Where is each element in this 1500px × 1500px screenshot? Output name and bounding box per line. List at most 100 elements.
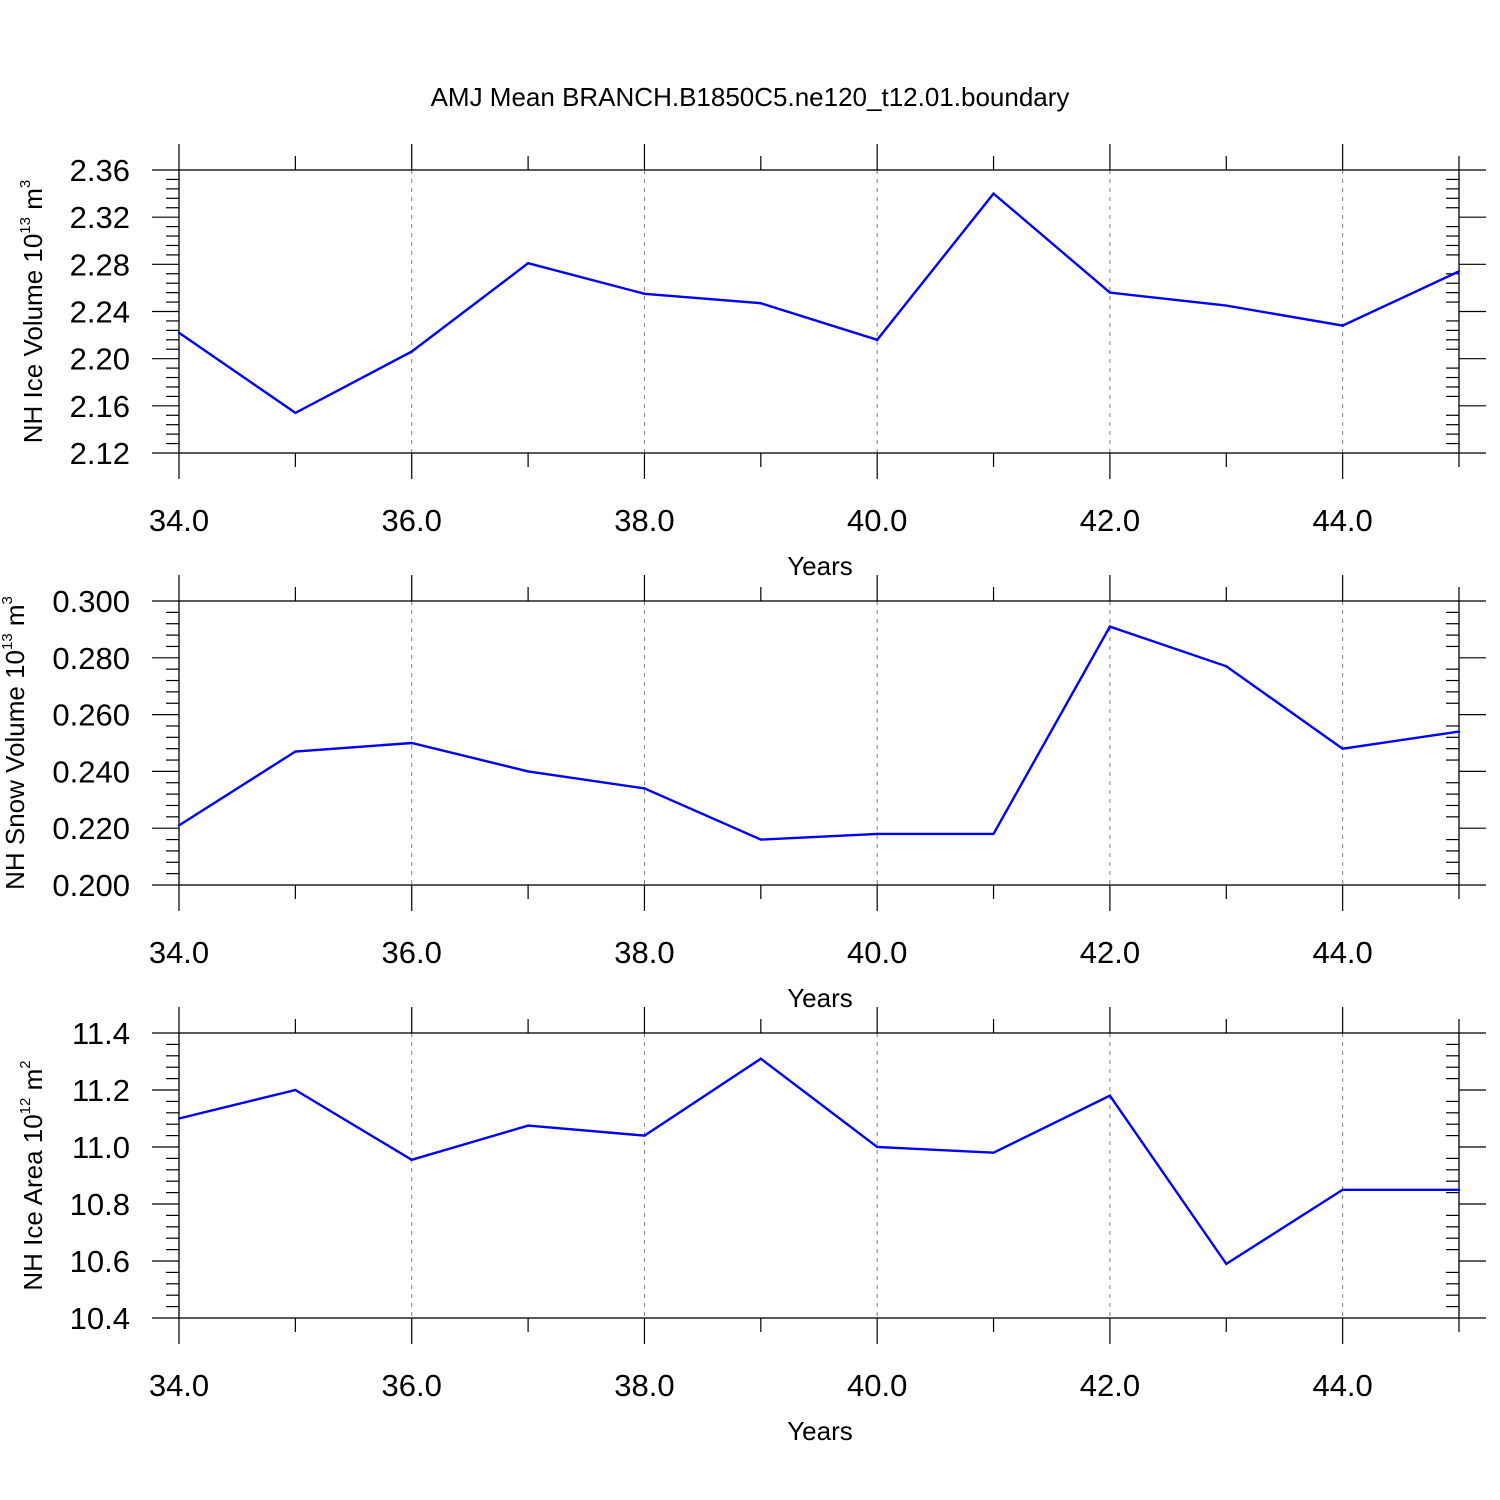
x-axis-label: Years [787,551,853,581]
data-point [875,832,879,836]
x-tick-label: 42.0 [1080,503,1140,538]
data-point [759,1057,763,1060]
y-tick-label: 11.0 [72,1130,130,1165]
data-point [1457,1188,1461,1191]
data-point [410,1158,413,1162]
data-point [294,411,297,415]
y-axis-label-unit-exponent: 3 [17,180,34,188]
y-tick-label: 10.4 [70,1301,130,1336]
x-tick-label: 42.0 [1080,935,1140,970]
data-point [1341,324,1344,327]
x-tick-label: 36.0 [382,1368,442,1403]
data-point [410,350,413,353]
data-point [177,1117,181,1120]
data-point [1457,270,1461,273]
y-tick-label: 0.220 [52,811,130,846]
y-axis-label-exponent: 13 [0,633,16,650]
x-tick-label: 34.0 [149,1368,209,1403]
x-axis-label: Years [787,1416,853,1446]
series-line [178,625,1460,841]
y-tick-label: 0.200 [52,868,130,903]
y-tick-label: 0.280 [52,641,130,676]
data-point [1108,1094,1112,1097]
data-point [992,832,995,836]
figure-title: AMJ Mean BRANCH.B1850C5.ne120_t12.01.bou… [431,82,1070,112]
y-axis-label-text: NH Ice Volume 10 [18,234,48,444]
data-point [1108,625,1112,628]
y-axis-label-unit-exponent: 3 [0,596,16,604]
data-point [1225,304,1228,307]
y-axis-label: NH Ice Area 1012 m2 [17,1060,48,1290]
data-point [643,787,646,790]
chart-panel-2: 34.0 36.0 38.0 40.0 42.0 44.0 Years 0.200 0.220 0… [0,575,1486,1013]
x-tick-label: 38.0 [614,935,674,970]
y-tick-label: 2.32 [70,200,130,235]
y-axis-label-exponent: 12 [17,1098,34,1115]
y-axis-label: NH Ice Volume 1013 m3 [17,180,48,443]
data-point [1108,291,1112,294]
y-axis-label-unit: m [18,1069,48,1098]
y-axis-label-text: NH Ice Area 10 [18,1114,48,1290]
x-tick-label: 34.0 [149,503,209,538]
data-point [1457,730,1461,733]
x-tick-label: 44.0 [1312,503,1372,538]
y-axis-label-unit: m [0,604,30,633]
y-tick-label: 11.2 [72,1073,130,1108]
plot-frame [178,600,1460,886]
x-tick-label: 42.0 [1080,1368,1140,1403]
data-point [526,770,530,773]
chart-panel-3: 34.0 36.0 38.0 40.0 42.0 44.0 Years 10.4 10.6 10.… [17,1007,1486,1446]
chart-panel-1: 34.0 36.0 38.0 40.0 42.0 44.0 Years 2.12 2.16 2.2… [17,144,1486,581]
y-axis-label-unit: m [18,188,48,217]
y-axis-label-unit-exponent: 2 [17,1060,34,1068]
y-tick-label: 2.12 [70,436,130,471]
data-point [1341,1188,1344,1191]
x-tick-label: 36.0 [382,503,442,538]
x-tick-label: 38.0 [614,503,674,538]
data-point [759,302,763,305]
y-tick-label: 2.24 [70,295,130,330]
data-point [177,824,181,827]
x-tick-label: 40.0 [847,935,907,970]
data-point [643,1134,646,1137]
data-point [526,1124,530,1127]
data-point [875,338,879,341]
y-tick-label: 0.300 [52,584,130,619]
data-point [294,750,297,753]
y-axis-label-text: NH Snow Volume 10 [0,650,30,890]
series-line [178,191,1460,415]
x-tick-label: 36.0 [382,935,442,970]
plot-frame [178,1032,1460,1319]
y-tick-label: 11.4 [72,1016,130,1051]
data-point [177,331,181,334]
data-point [643,292,646,296]
y-tick-label: 2.16 [70,389,130,424]
y-tick-label: 2.20 [70,342,130,377]
data-point [759,838,763,841]
series-line [178,1057,1459,1266]
y-axis-label-exponent: 13 [17,217,34,234]
x-tick-label: 44.0 [1312,1368,1372,1403]
x-tick-label: 40.0 [847,503,907,538]
y-tick-label: 2.28 [70,247,130,282]
y-tick-label: 0.240 [52,754,130,789]
x-tick-label: 34.0 [149,935,209,970]
data-point [992,192,995,195]
data-point [1225,1262,1228,1266]
data-point [410,741,413,745]
data-point [294,1088,297,1092]
y-tick-label: 0.260 [52,698,130,733]
data-point [1225,665,1228,668]
data-point [526,261,530,265]
data-point [875,1145,879,1149]
y-tick-label: 2.36 [70,153,130,188]
x-tick-label: 40.0 [847,1368,907,1403]
y-axis-label: NH Snow Volume 1013 m3 [0,596,30,890]
y-tick-label: 10.8 [70,1187,130,1222]
data-point [1341,747,1344,750]
x-axis-label: Years [787,983,853,1013]
y-tick-label: 10.6 [70,1244,130,1279]
data-point [992,1151,995,1154]
x-tick-label: 44.0 [1312,935,1372,970]
